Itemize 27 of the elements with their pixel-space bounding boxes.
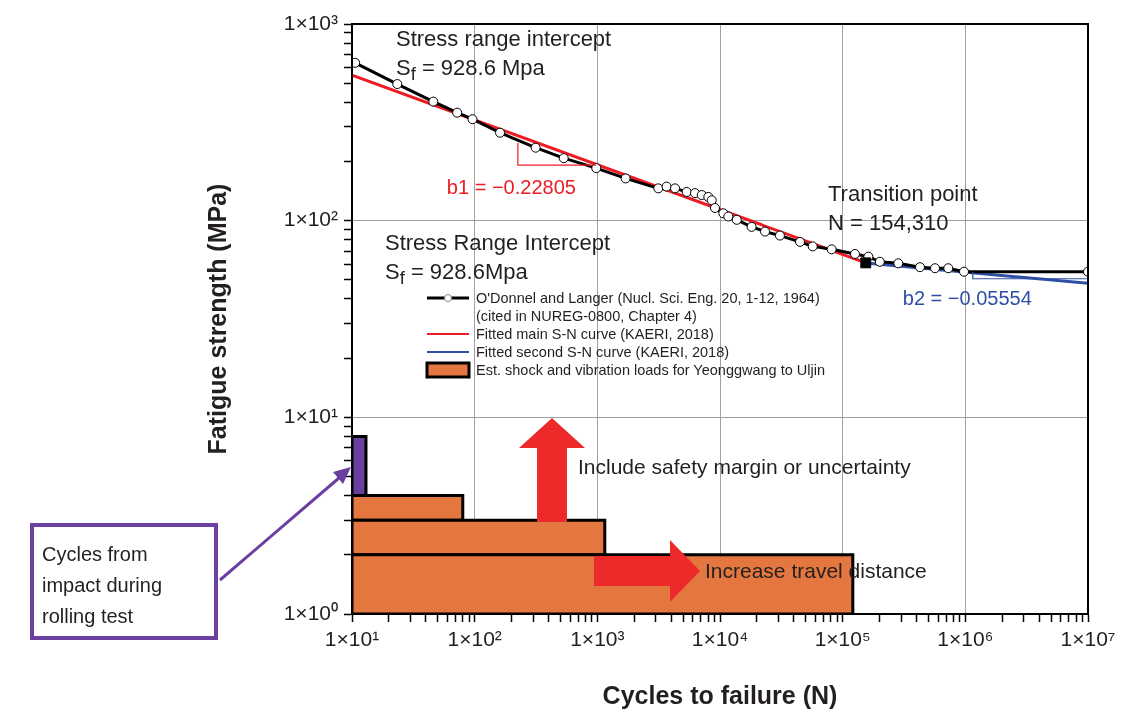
annotation: Stress Range Intercept xyxy=(385,230,611,256)
x-tick-label: 1×10⁷ xyxy=(1060,627,1116,651)
x-tick-label: 1×10² xyxy=(447,627,502,651)
text: Cycles from impact during rolling test xyxy=(41,542,164,629)
annotation: Include safety margin or uncertainty xyxy=(578,455,911,479)
y-tick-label: 1×10¹ xyxy=(283,404,338,428)
annotation: b1 = −0.22805 xyxy=(446,176,576,200)
annotation: S$_{f}$ = 928.6Mpa xyxy=(385,259,528,290)
legend-label: O'Donnel and Langer (Nucl. Sci. Eng. 20, 1-12, 1964) (cited in NUREG-0800, Chapter 4) xyxy=(476,289,820,325)
y-tick-label: 1×10² xyxy=(283,207,338,231)
annotation: N = 154,310 xyxy=(828,210,949,236)
x-tick-label: 1×10¹ xyxy=(324,627,380,651)
x-axis-title: Cycles to failure (N) xyxy=(602,680,838,709)
y-axis-title: Fatigue strength (MPa) xyxy=(202,183,231,455)
y-tick-label: 1×10³ xyxy=(283,10,338,34)
annotation: Transition point xyxy=(828,181,978,207)
x-tick-label: 1×10⁶ xyxy=(937,627,994,651)
annotation: Stress range intercept xyxy=(396,26,612,52)
x-tick-label: 1×10⁴ xyxy=(691,627,749,651)
y-tick-label: 1×10⁰ xyxy=(283,600,338,624)
legend-label: Est. shock and vibration loads for Yeonggwang to Uljin xyxy=(476,361,826,379)
legend-label: Fitted main S-N curve (KAERI, 2018) xyxy=(476,325,714,343)
x-tick-label: 1×10³ xyxy=(570,627,625,651)
annotation: b2 = −0.05554 xyxy=(902,286,1032,310)
annotation: S$_{f}$ = 928.6 Mpa xyxy=(396,55,545,86)
legend-label: Fitted second S-N curve (KAERI, 2018) xyxy=(476,343,730,361)
x-tick-label: 1×10⁵ xyxy=(814,627,871,651)
